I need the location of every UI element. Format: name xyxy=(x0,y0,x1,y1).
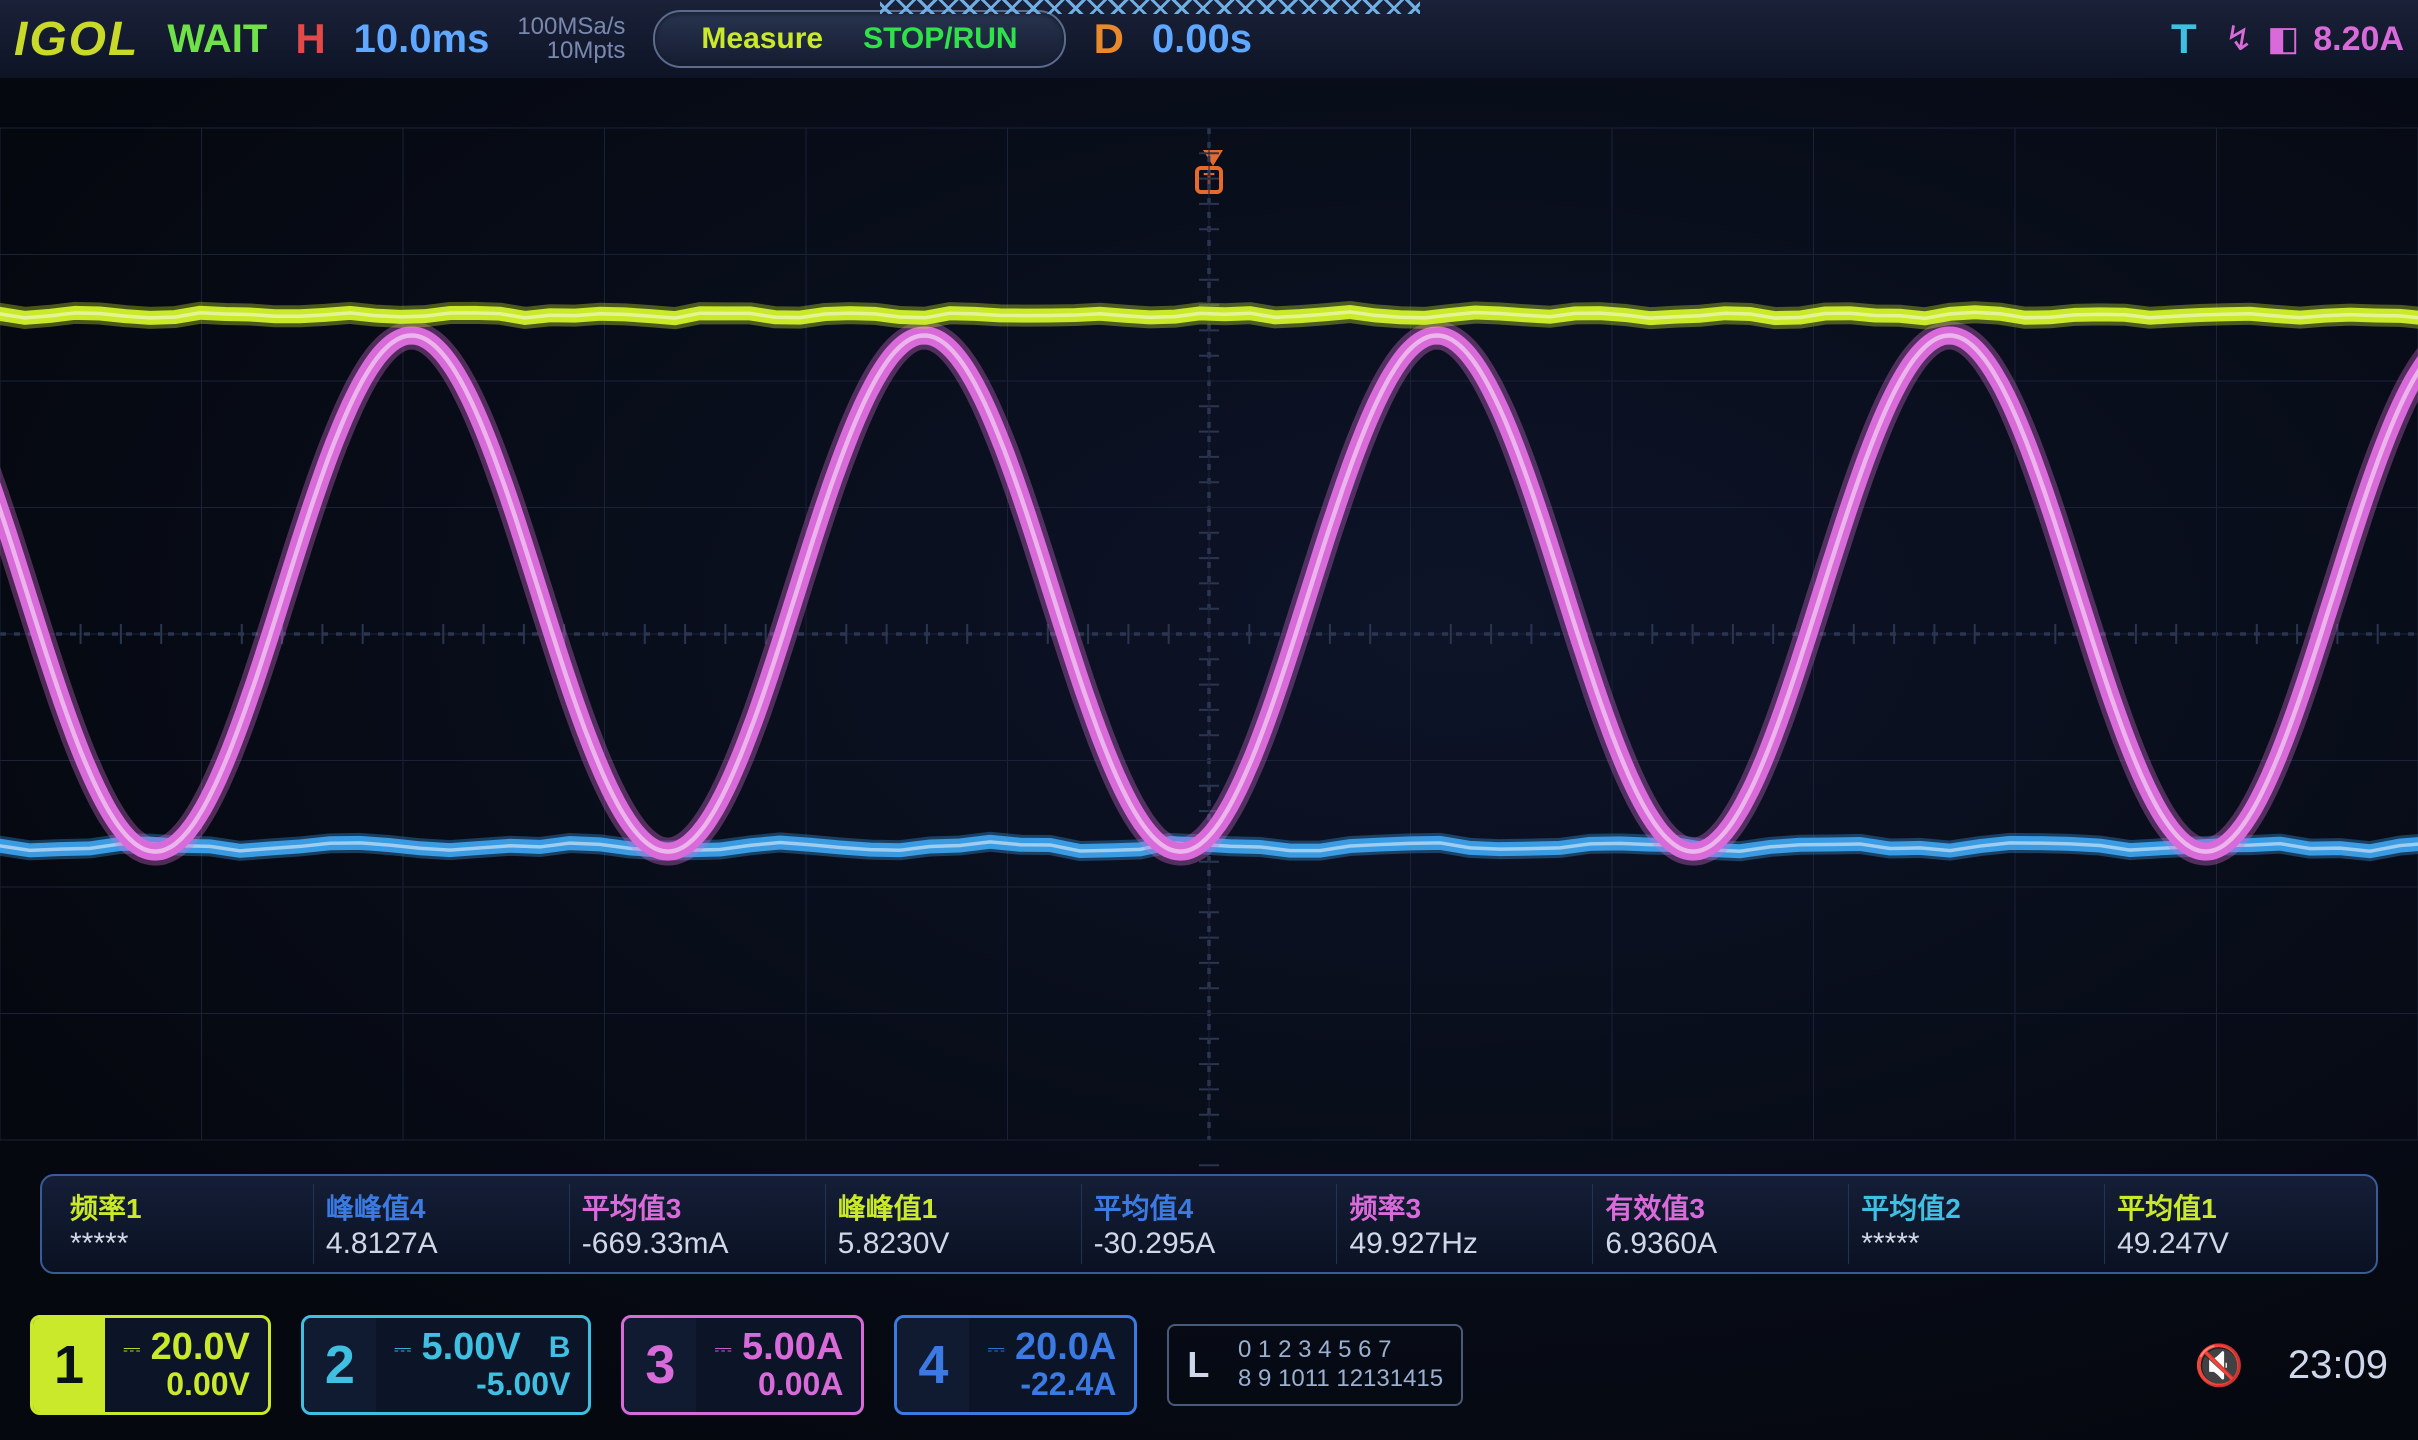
measurement-cell[interactable]: 平均值149.247V xyxy=(2105,1184,2360,1264)
measure-button[interactable]: Measure xyxy=(701,22,823,56)
timebase-value[interactable]: 10.0ms xyxy=(354,17,490,62)
measurement-value: 49.247V xyxy=(2117,1227,2348,1261)
measurement-cell[interactable]: 峰峰值15.8230V xyxy=(826,1184,1082,1264)
measurement-cell[interactable]: 频率1***** xyxy=(58,1184,314,1264)
measurement-cell[interactable]: 峰峰值44.8127A xyxy=(314,1184,570,1264)
control-pill: Measure STOP/RUN xyxy=(653,10,1065,68)
logic-L-icon: L xyxy=(1187,1343,1231,1386)
measurement-value: 6.9360A xyxy=(1605,1227,1836,1261)
measurements-strip[interactable]: 频率1*****峰峰值44.8127A平均值3-669.33mA峰峰值15.82… xyxy=(40,1174,2378,1274)
channel-scale: 5.00A xyxy=(742,1328,843,1368)
delay-value[interactable]: 0.00s xyxy=(1152,17,1252,62)
stop-run-button[interactable]: STOP/RUN xyxy=(863,22,1017,56)
measurement-cell[interactable]: 频率349.927Hz xyxy=(1337,1184,1593,1264)
channel-scale: 20.0A xyxy=(1015,1328,1116,1368)
channel-scale: 20.0V xyxy=(151,1328,250,1368)
memory-bar-icon xyxy=(880,0,1420,14)
channel-list: 1 ⎓ 20.0V0.00V 2 ⎓ 5.00V B -5.00V 3 ⎓ 5.00A0.00A 4 ⎓… xyxy=(30,1315,1137,1415)
brand-logo: IGOL xyxy=(14,12,139,67)
trigger-status[interactable]: ↯ ◧ 8.20A xyxy=(2225,19,2404,59)
channel-footer: 1 ⎓ 20.0V0.00V 2 ⎓ 5.00V B -5.00V 3 ⎓ 5.00A0.00A 4 ⎓… xyxy=(0,1290,2418,1440)
channel-offset: 0.00V xyxy=(166,1368,250,1402)
measurement-value: ***** xyxy=(1861,1227,2092,1261)
channel-number: 2 xyxy=(304,1318,376,1412)
channel-4-button[interactable]: 4 ⎓ 20.0A-22.4A xyxy=(894,1315,1137,1415)
mem-depth: 10Mpts xyxy=(547,39,626,63)
measurement-value: -30.295A xyxy=(1094,1227,1325,1261)
channel-number: 4 xyxy=(897,1318,969,1412)
measurement-value: -669.33mA xyxy=(582,1227,813,1261)
measurement-cell[interactable]: 有效值36.9360A xyxy=(1593,1184,1849,1264)
measurement-cell[interactable]: 平均值3-669.33mA xyxy=(570,1184,826,1264)
measurement-value: 49.927Hz xyxy=(1349,1227,1580,1261)
channel-offset: -5.00V xyxy=(476,1368,570,1402)
clock: 23:09 xyxy=(2274,1343,2388,1388)
channel-scale: 5.00V xyxy=(421,1328,520,1368)
measurement-cell[interactable]: 平均值4-30.295A xyxy=(1082,1184,1338,1264)
logic-analyzer-button[interactable]: L 0 1 2 3 4 5 6 7 8 9 1011 12131415 xyxy=(1167,1324,1463,1406)
measurement-label: 频率1 xyxy=(70,1187,301,1227)
timebase-H-icon: H xyxy=(295,15,325,63)
measurement-label: 峰峰值1 xyxy=(838,1187,1069,1227)
measurement-label: 平均值1 xyxy=(2117,1187,2348,1227)
measurement-label: 频率3 xyxy=(1349,1187,1580,1227)
channel-offset: -22.4A xyxy=(1020,1368,1116,1402)
measurement-value: 4.8127A xyxy=(326,1227,557,1261)
logic-row1: 0 1 2 3 4 5 6 7 xyxy=(1238,1336,1391,1363)
coupling-dc-icon: ⎓ xyxy=(714,1337,732,1360)
waveform-ch1 xyxy=(0,312,2418,318)
channel-1-button[interactable]: 1 ⎓ 20.0V0.00V xyxy=(30,1315,271,1415)
channel-number: 1 xyxy=(33,1318,105,1412)
trigger-level: 8.20A xyxy=(2313,20,2404,59)
logic-row2: 8 9 1011 12131415 xyxy=(1238,1365,1443,1392)
measurement-value: 5.8230V xyxy=(838,1227,1069,1261)
sample-info: 100MSa/s 10Mpts xyxy=(517,15,625,63)
channel-offset: 0.00A xyxy=(758,1368,843,1402)
measurement-cell[interactable]: 平均值2***** xyxy=(1849,1184,2105,1264)
topbar: IGOL WAIT H 10.0ms 100MSa/s 10Mpts Measu… xyxy=(0,0,2418,78)
bandwidth-badge: B xyxy=(531,1332,571,1364)
delay-D-icon: D xyxy=(1094,15,1124,63)
channel-2-button[interactable]: 2 ⎓ 5.00V B -5.00V xyxy=(301,1315,592,1415)
trigger-edge-icon: ↯ xyxy=(2225,19,2254,59)
channel-number: 3 xyxy=(624,1318,696,1412)
coupling-dc-icon: ⎓ xyxy=(987,1337,1005,1360)
coupling-dc-icon: ⎓ xyxy=(394,1337,412,1360)
measurement-value: ***** xyxy=(70,1227,301,1261)
waveform-display[interactable]: T 频率1*****峰峰值44.8127A平均值3-669.33mA峰峰值15.… xyxy=(0,78,2418,1440)
coupling-dc-icon: ⎓ xyxy=(123,1337,141,1360)
measurement-label: 平均值2 xyxy=(1861,1187,2092,1227)
trigger-T-icon: T xyxy=(2171,15,2197,63)
measurement-label: 有效值3 xyxy=(1605,1187,1836,1227)
measurement-label: 平均值4 xyxy=(1094,1187,1325,1227)
acq-status: WAIT xyxy=(167,17,267,62)
channel-3-button[interactable]: 3 ⎓ 5.00A0.00A xyxy=(621,1315,864,1415)
measurement-label: 峰峰值4 xyxy=(326,1187,557,1227)
trigger-coupling-icon: ◧ xyxy=(2267,19,2299,59)
measurement-label: 平均值3 xyxy=(582,1187,813,1227)
speaker-icon[interactable]: 🔇 xyxy=(2194,1342,2244,1389)
sample-rate: 100MSa/s xyxy=(517,15,625,39)
